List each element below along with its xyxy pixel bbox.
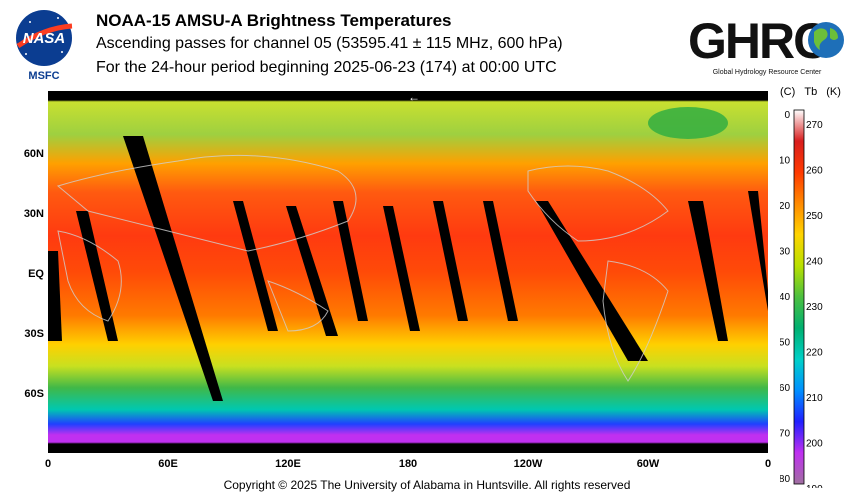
colorbar-celsius-tick: -10 <box>780 156 790 167</box>
ghrc-caption: Global Hydrology Resource Center <box>713 69 822 76</box>
msfc-caption: MSFC <box>28 70 59 82</box>
colorbar-kelvin-tick: 200 <box>806 439 823 450</box>
ghrc-logo-text: GHRC <box>688 13 828 69</box>
colorbar-kelvin-tick: 270 <box>806 120 823 131</box>
lon-label-0: 0 <box>44 458 52 470</box>
colorbar-celsius-tick: -20 <box>780 201 790 212</box>
colorbar-unit-kelvin: (K) <box>826 86 841 98</box>
colorbar-kelvin-tick: 230 <box>806 302 823 313</box>
brightness-temperature-map: ← <box>48 90 768 453</box>
nasa-logo-text: NASA <box>23 30 66 47</box>
colorbar-kelvin-tick: 210 <box>806 393 823 404</box>
colorbar-celsius-tick: -30 <box>780 247 790 258</box>
lon-label-180: 180 <box>398 458 418 470</box>
period-subtitle: For the 24-hour period beginning 2025-06… <box>96 59 557 76</box>
colorbar-celsius-tick: -70 <box>780 429 790 440</box>
channel-subtitle: Ascending passes for channel 05 (53595.4… <box>96 35 563 52</box>
nasa-logo: NASA MSFC <box>12 8 76 82</box>
colorbar-celsius-tick: -50 <box>780 338 790 349</box>
title-block: NOAA-15 AMSU-A Brightness Temperatures A… <box>96 10 563 80</box>
colorbar-celsius-tick: -40 <box>780 292 790 303</box>
lon-label-60e: 60E <box>158 458 178 470</box>
dateline-marker: ← <box>408 91 420 104</box>
copyright-notice: Copyright © 2025 The University of Alaba… <box>223 478 631 492</box>
colorbar-kelvin-tick: 260 <box>806 166 823 177</box>
lon-label-0-right: 0 <box>764 458 772 470</box>
lon-label-60w: 60W <box>636 458 660 470</box>
colorbar-kelvin-tick: 220 <box>806 348 823 359</box>
lat-label-60s: 60S <box>24 388 44 400</box>
colorbar-unit-tb: Tb <box>804 86 818 98</box>
colorbar-celsius-tick: -60 <box>780 383 790 394</box>
temperature-colorbar: 0 -10 -20 -30 -40 -50 -60 -70 -80 270 260 250 240 230… <box>776 106 824 495</box>
colorbar-celsius-tick: -80 <box>780 474 790 485</box>
page-title: NOAA-15 AMSU-A Brightness Temperatures <box>96 11 452 30</box>
lat-label-30s: 30S <box>24 328 44 340</box>
colorbar-unit-celsius: (C) <box>780 86 796 98</box>
lat-label-60n: 60N <box>23 148 44 160</box>
lon-label-120w: 120W <box>513 458 543 470</box>
lat-label-eq: EQ <box>28 268 44 280</box>
colorbar-kelvin-tick: 240 <box>806 257 823 268</box>
lon-label-120e: 120E <box>275 458 301 470</box>
colorbar-header: (C) Tb (K) <box>780 86 841 98</box>
ghrc-logo: GHRC Global Hydrology Resource Center <box>684 8 850 80</box>
colorbar-celsius-tick: 0 <box>784 110 790 121</box>
lat-label-30n: 30N <box>23 208 44 220</box>
colorbar-kelvin-tick: 250 <box>806 211 823 222</box>
colorbar-gradient <box>793 109 805 485</box>
